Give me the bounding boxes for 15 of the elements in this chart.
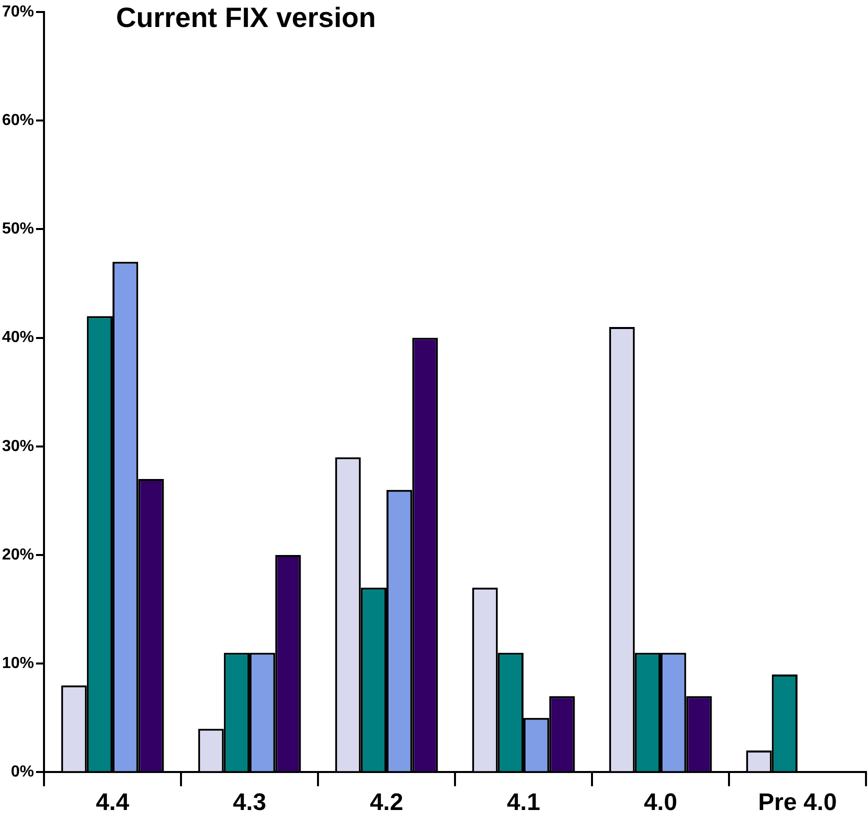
y-tick-label: 70% xyxy=(2,3,34,20)
y-tick-label: 40% xyxy=(2,329,34,346)
y-tick-label: 60% xyxy=(2,112,34,130)
x-tick-label: 4.2 xyxy=(370,789,404,816)
chart-title: Current FIX version xyxy=(116,2,376,34)
y-tick-label: 20% xyxy=(2,546,34,564)
y-tick-label: 50% xyxy=(2,220,34,238)
x-tick-label: 4.0 xyxy=(644,789,678,816)
y-tick-label: 30% xyxy=(2,438,34,455)
y-tick-label: 0% xyxy=(10,764,34,781)
x-tick-label: 4.4 xyxy=(96,789,130,816)
x-tick-label: Pre 4.0 xyxy=(758,789,837,816)
y-tick-label: 10% xyxy=(2,655,34,672)
x-tick-label: 4.1 xyxy=(506,789,540,816)
x-tick-label: 4.3 xyxy=(232,789,266,816)
